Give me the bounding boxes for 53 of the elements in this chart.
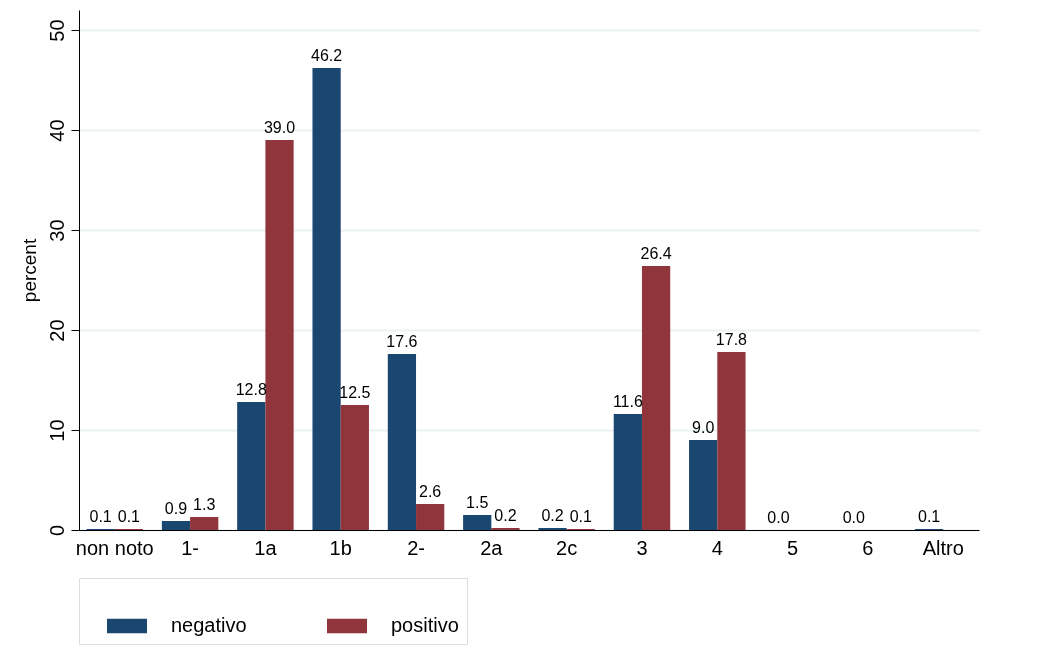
data-label: 46.2 [311, 47, 343, 64]
data-label: 0.1 [569, 508, 592, 525]
bar [312, 68, 341, 530]
bar [387, 354, 417, 530]
data-label: 11.6 [612, 393, 643, 410]
data-label: 0.1 [917, 508, 941, 525]
bar [717, 352, 746, 530]
data-label: 0.1 [117, 508, 141, 525]
legend-label: positivo [391, 614, 459, 636]
x-tick-label: 1a [254, 536, 278, 559]
data-label: 1.3 [193, 496, 216, 513]
y-tick-label: 10 [45, 419, 68, 442]
data-label: 0.9 [164, 500, 188, 517]
x-tick-label: non noto [75, 536, 154, 559]
y-tick-label: 0 [45, 524, 68, 537]
y-tick-label: 30 [45, 219, 68, 242]
bar [340, 405, 369, 530]
bar [463, 515, 492, 530]
x-tick-label: 5 [787, 536, 799, 559]
data-label: 0.2 [494, 507, 517, 524]
data-label: 9.0 [692, 419, 715, 436]
data-label: 1.5 [466, 494, 489, 511]
bar [613, 414, 642, 530]
data-label: 17.8 [715, 331, 748, 348]
x-tick-label: 4 [711, 536, 723, 559]
bar [416, 504, 445, 530]
bar [237, 402, 266, 530]
x-tick-label: Altro [922, 536, 964, 559]
x-tick-label: 1b [329, 536, 352, 559]
bar [689, 440, 718, 530]
y-tick-label: 40 [45, 119, 68, 142]
bar [265, 140, 294, 530]
y-tick-label: 50 [45, 19, 68, 42]
legend-label: negativo [171, 614, 247, 636]
data-label: 0.2 [541, 507, 564, 524]
y-tick-label: 20 [45, 319, 68, 342]
y-axis-title: percent [18, 238, 40, 303]
bar [161, 521, 191, 530]
x-tick-label: 3 [636, 536, 648, 559]
data-label: 17.6 [386, 333, 418, 350]
x-tick-label: 2a [480, 536, 504, 559]
x-tick-label: 2c [556, 536, 578, 559]
data-label: 0.0 [842, 509, 866, 526]
bar [641, 266, 671, 530]
bar [190, 517, 219, 530]
x-tick-label: 2- [407, 536, 425, 559]
data-label: 2.6 [419, 483, 442, 500]
data-label: 0.1 [89, 508, 112, 525]
x-tick-label: 6 [862, 536, 874, 559]
data-label: 26.4 [640, 245, 672, 262]
data-label: 39.0 [263, 119, 296, 136]
data-label: 0.0 [767, 509, 790, 526]
x-tick-label: 1- [181, 536, 199, 559]
